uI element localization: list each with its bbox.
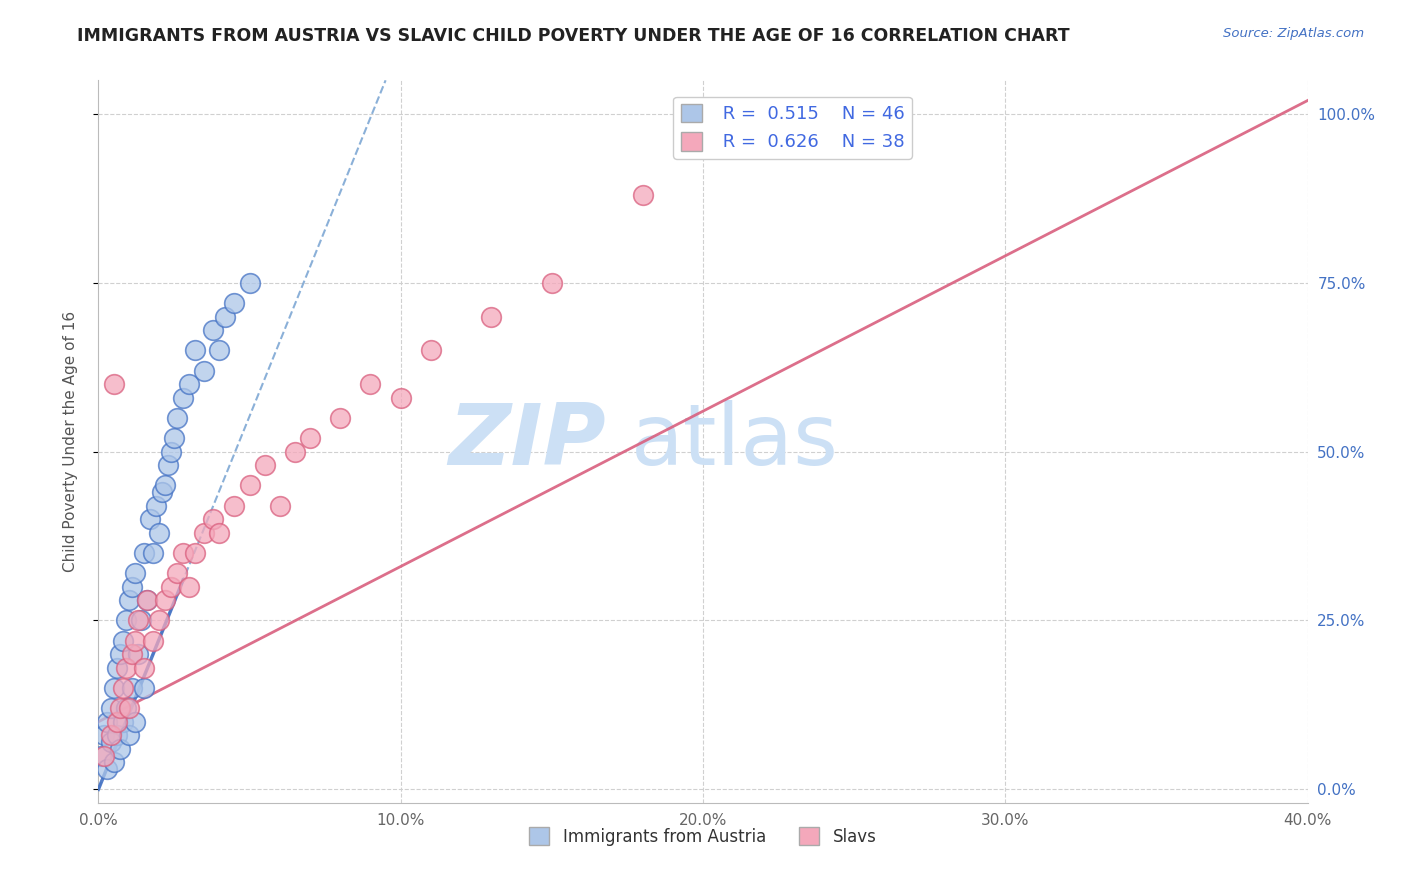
Point [166, 411, 188, 425]
Point [208, 343, 231, 358]
Point [172, 546, 194, 560]
Point [329, 411, 352, 425]
Point [96, 714, 118, 729]
Point [179, 377, 201, 392]
Point [540, 276, 562, 290]
Point [156, 458, 179, 472]
Point [239, 276, 262, 290]
Point [103, 756, 125, 770]
Point [103, 377, 125, 392]
Point [208, 525, 231, 540]
Point [284, 444, 307, 458]
Point [224, 499, 246, 513]
Point [114, 661, 136, 675]
Point [142, 546, 165, 560]
Point [160, 580, 183, 594]
Point [111, 633, 134, 648]
Point [100, 735, 122, 749]
Point [160, 444, 183, 458]
Point [214, 310, 236, 324]
Point [166, 566, 188, 581]
Point [752, 107, 775, 121]
Point [132, 681, 155, 695]
Point [105, 661, 128, 675]
Point [90, 748, 112, 763]
Point [108, 701, 131, 715]
Point [103, 681, 125, 695]
Point [135, 593, 157, 607]
Point [269, 499, 291, 513]
Point [127, 647, 149, 661]
Point [193, 364, 215, 378]
Point [93, 728, 115, 742]
Point [193, 525, 215, 540]
Point [118, 593, 141, 607]
Point [389, 391, 412, 405]
Point [96, 762, 118, 776]
Point [150, 485, 173, 500]
Point [172, 391, 194, 405]
Text: IMMIGRANTS FROM AUSTRIA VS SLAVIC CHILD POVERTY UNDER THE AGE OF 16 CORRELATION : IMMIGRANTS FROM AUSTRIA VS SLAVIC CHILD … [77, 27, 1070, 45]
Text: ZIP: ZIP [449, 400, 606, 483]
Point [132, 546, 155, 560]
Point [202, 512, 225, 526]
Point [121, 647, 143, 661]
Legend: Immigrants from Austria, Slavs: Immigrants from Austria, Slavs [523, 821, 883, 852]
Point [139, 512, 162, 526]
Point [184, 546, 207, 560]
Point [93, 748, 115, 763]
Point [239, 478, 262, 492]
Y-axis label: Child Poverty Under the Age of 16: Child Poverty Under the Age of 16 [63, 311, 77, 572]
Point [153, 478, 176, 492]
Point [124, 714, 146, 729]
Point [253, 458, 276, 472]
Point [118, 701, 141, 715]
Point [108, 741, 131, 756]
Point [299, 431, 322, 445]
Point [202, 323, 225, 337]
Point [114, 701, 136, 715]
Point [124, 633, 146, 648]
Point [163, 431, 186, 445]
Point [132, 661, 155, 675]
Point [135, 593, 157, 607]
Point [129, 614, 152, 628]
Point [153, 593, 176, 607]
Point [111, 681, 134, 695]
Point [360, 377, 382, 392]
Point [105, 728, 128, 742]
Point [224, 296, 246, 310]
Point [100, 701, 122, 715]
Point [127, 614, 149, 628]
Point [108, 647, 131, 661]
Point [124, 566, 146, 581]
Point [121, 580, 143, 594]
Point [114, 614, 136, 628]
Point [118, 728, 141, 742]
Point [105, 714, 128, 729]
Text: Source: ZipAtlas.com: Source: ZipAtlas.com [1223, 27, 1364, 40]
Point [111, 714, 134, 729]
Point [121, 681, 143, 695]
Point [148, 525, 170, 540]
Point [184, 343, 207, 358]
Text: atlas: atlas [630, 400, 838, 483]
Point [481, 310, 503, 324]
Point [631, 188, 654, 202]
Point [142, 633, 165, 648]
Point [420, 343, 443, 358]
Point [145, 499, 167, 513]
Point [148, 614, 170, 628]
Point [100, 728, 122, 742]
Point [179, 580, 201, 594]
